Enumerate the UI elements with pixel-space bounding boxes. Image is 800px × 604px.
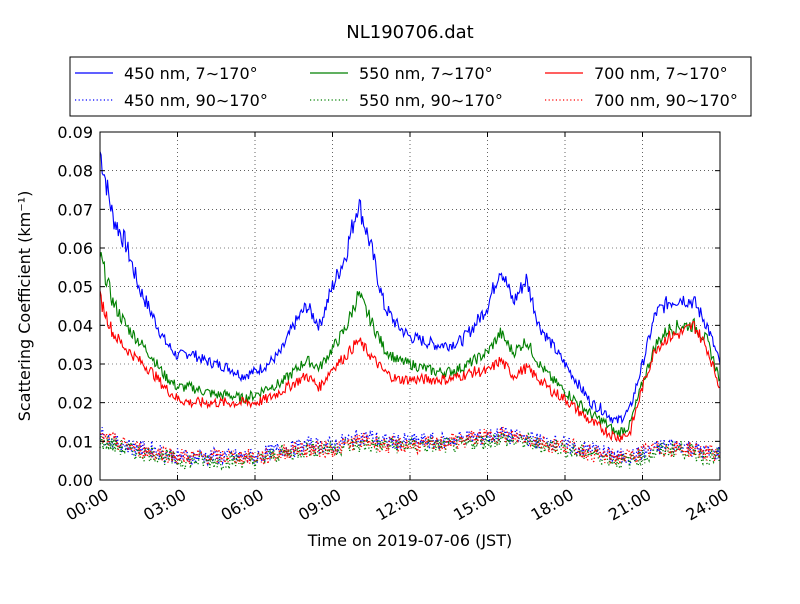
legend-label: 550 nm, 90∼170°	[359, 91, 503, 110]
legend-frame	[69, 56, 752, 117]
y-tick-label: 0.09	[57, 123, 93, 142]
series-line	[99, 430, 721, 472]
x-axis-label: Time on 2019-07-06 (JST)	[307, 531, 512, 550]
y-tick-label: 0.03	[57, 355, 93, 374]
series-line	[99, 290, 721, 443]
y-tick-label: 0.08	[57, 162, 93, 181]
legend-label: 450 nm, 90∼170°	[124, 91, 268, 110]
y-tick-label: 0.04	[57, 316, 93, 335]
series-layer	[99, 151, 721, 472]
legend-label: 450 nm, 7∼170°	[124, 64, 258, 83]
y-axis-label: Scattering Coefficient (km⁻¹)	[15, 191, 34, 422]
grid-lines	[100, 132, 720, 480]
series-line	[99, 151, 721, 425]
series-line	[99, 252, 721, 437]
legend-label: 700 nm, 7∼170°	[594, 64, 728, 83]
y-tick-label: 0.02	[57, 394, 93, 413]
series-group	[99, 290, 721, 443]
legend-label: 700 nm, 90∼170°	[594, 91, 738, 110]
legend-label: 550 nm, 7∼170°	[359, 64, 493, 83]
y-tick-label: 0.00	[57, 471, 93, 490]
series-group	[99, 430, 721, 472]
series-group	[99, 252, 721, 437]
y-tick-label: 0.01	[57, 432, 93, 451]
y-tick-label: 0.07	[57, 200, 93, 219]
legend: 450 nm, 7∼170° 550 nm, 7∼170° 700 nm, 7∼17…	[69, 56, 752, 117]
chart-title: NL190706.dat	[346, 22, 473, 43]
y-tick-label: 0.05	[57, 278, 93, 297]
y-tick-label: 0.06	[57, 239, 93, 258]
series-group	[99, 151, 721, 425]
